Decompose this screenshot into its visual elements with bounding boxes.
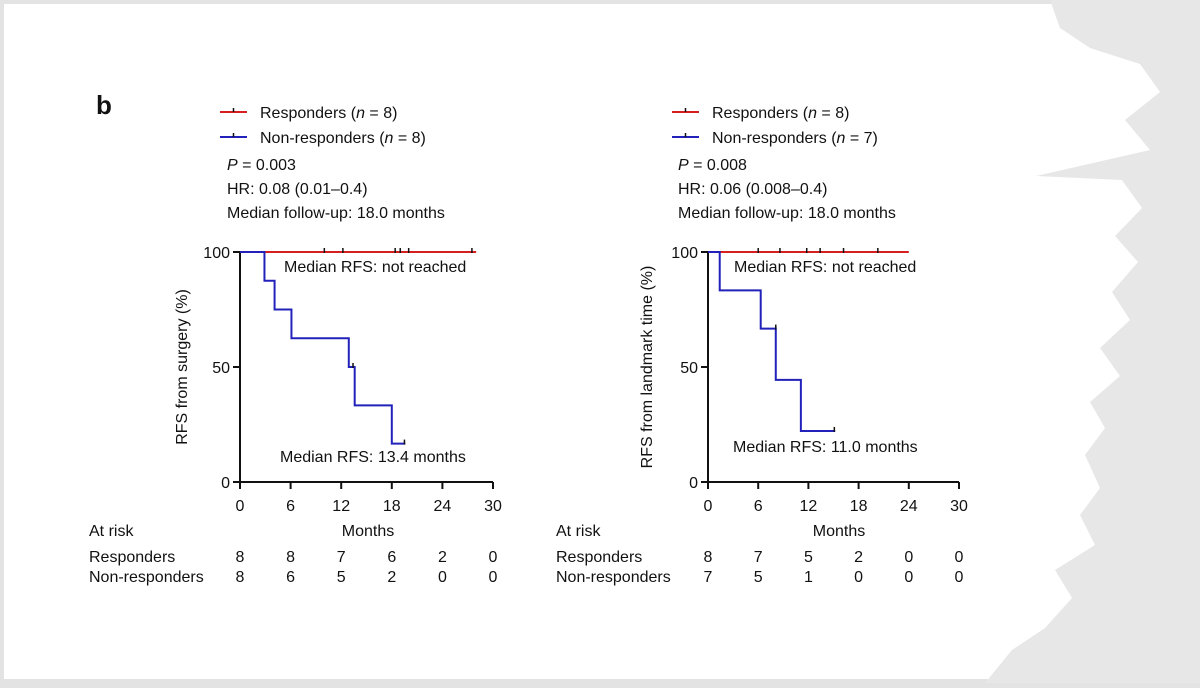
y-axis-label: RFS from landmark time (%): [639, 266, 656, 469]
x-axis-label: Months: [813, 523, 865, 540]
legend-non-responders: Non-responders (n = 7): [712, 130, 878, 147]
km-curve-non-responders: [240, 251, 406, 445]
x-tick-label: 12: [332, 498, 350, 515]
km-curve-non-responders: [708, 251, 836, 432]
x-tick-label: 12: [800, 498, 818, 515]
panel-label: b: [96, 90, 112, 120]
x-tick-label: 30: [950, 498, 968, 515]
x-axis-label: Months: [342, 523, 394, 540]
km-chart-right: Responders (n = 8) Non-responders (n = 7…: [556, 105, 968, 586]
at-risk-value: 0: [438, 569, 447, 586]
at-risk-value: 5: [337, 569, 346, 586]
plot-area-left: 0 50 100 0 6 12 18 24 30: [203, 245, 502, 515]
y-axis-label: RFS from surgery (%): [174, 289, 191, 445]
at-risk-table-left: 8 8 7 6 2 0 8 6 5 2 0 0: [236, 549, 498, 586]
x-tick-label: 6: [286, 498, 295, 515]
at-risk-value: 2: [438, 549, 447, 566]
at-risk-value: 2: [854, 549, 863, 566]
at-risk-value: 8: [286, 549, 295, 566]
x-tick-label: 0: [704, 498, 713, 515]
at-risk-value: 6: [387, 549, 396, 566]
at-risk-value: 5: [754, 569, 763, 586]
km-chart-left: Responders (n = 8) Non-responders (n = 8…: [89, 105, 502, 586]
x-tick-label: 18: [850, 498, 868, 515]
hazard-ratio: HR: 0.08 (0.01–0.4): [227, 181, 368, 198]
y-tick-label: 0: [689, 475, 698, 492]
figure-background: [4, 4, 1196, 679]
hazard-ratio: HR: 0.06 (0.008–0.4): [678, 181, 827, 198]
at-risk-title: At risk: [89, 523, 134, 540]
x-tick-label: 18: [383, 498, 401, 515]
at-risk-value: 7: [704, 569, 713, 586]
x-tick-label: 24: [900, 498, 918, 515]
median-follow-up: Median follow-up: 18.0 months: [678, 205, 896, 222]
at-risk-value: 0: [489, 549, 498, 566]
median-annotation-non-responders: Median RFS: 13.4 months: [280, 449, 466, 466]
legend-non-responders: Non-responders (n = 8): [260, 130, 426, 147]
y-tick-label: 50: [212, 360, 230, 377]
p-value: P = 0.008: [678, 157, 747, 174]
x-tick-label: 6: [754, 498, 763, 515]
median-annotation-non-responders: Median RFS: 11.0 months: [733, 439, 918, 456]
at-risk-row-label: Non-responders: [556, 569, 671, 586]
at-risk-value: 0: [854, 569, 863, 586]
p-value: P = 0.003: [227, 157, 296, 174]
at-risk-value: 0: [904, 549, 913, 566]
at-risk-value: 0: [904, 569, 913, 586]
plot-area-right: 0 50 100 0 6 12 18 24 30: [671, 245, 968, 515]
legend-responders: Responders (n = 8): [712, 105, 849, 122]
y-tick-label: 50: [680, 360, 698, 377]
y-tick-label: 0: [221, 475, 230, 492]
y-tick-label: 100: [203, 245, 230, 262]
legend-responders: Responders (n = 8): [260, 105, 397, 122]
at-risk-value: 0: [489, 569, 498, 586]
at-risk-value: 8: [704, 549, 713, 566]
at-risk-row-label: Responders: [556, 549, 642, 566]
at-risk-row-label: Non-responders: [89, 569, 204, 586]
x-tick-label: 30: [484, 498, 502, 515]
at-risk-value: 5: [804, 549, 813, 566]
x-tick-label: 24: [434, 498, 452, 515]
torn-paper-edge: [985, 0, 1200, 683]
median-annotation-responders: Median RFS: not reached: [284, 259, 466, 276]
at-risk-value: 8: [236, 549, 245, 566]
at-risk-title: At risk: [556, 523, 601, 540]
at-risk-row-label: Responders: [89, 549, 175, 566]
median-follow-up: Median follow-up: 18.0 months: [227, 205, 445, 222]
at-risk-table-right: 8 7 5 2 0 0 7 5 1 0 0 0: [704, 549, 964, 586]
at-risk-value: 0: [955, 549, 964, 566]
x-tick-label: 0: [236, 498, 245, 515]
median-annotation-responders: Median RFS: not reached: [734, 259, 916, 276]
at-risk-value: 7: [337, 549, 346, 566]
at-risk-value: 6: [286, 569, 295, 586]
at-risk-value: 0: [955, 569, 964, 586]
at-risk-value: 7: [754, 549, 763, 566]
at-risk-value: 2: [387, 569, 396, 586]
y-tick-label: 100: [671, 245, 698, 262]
at-risk-value: 1: [804, 569, 813, 586]
at-risk-value: 8: [236, 569, 245, 586]
